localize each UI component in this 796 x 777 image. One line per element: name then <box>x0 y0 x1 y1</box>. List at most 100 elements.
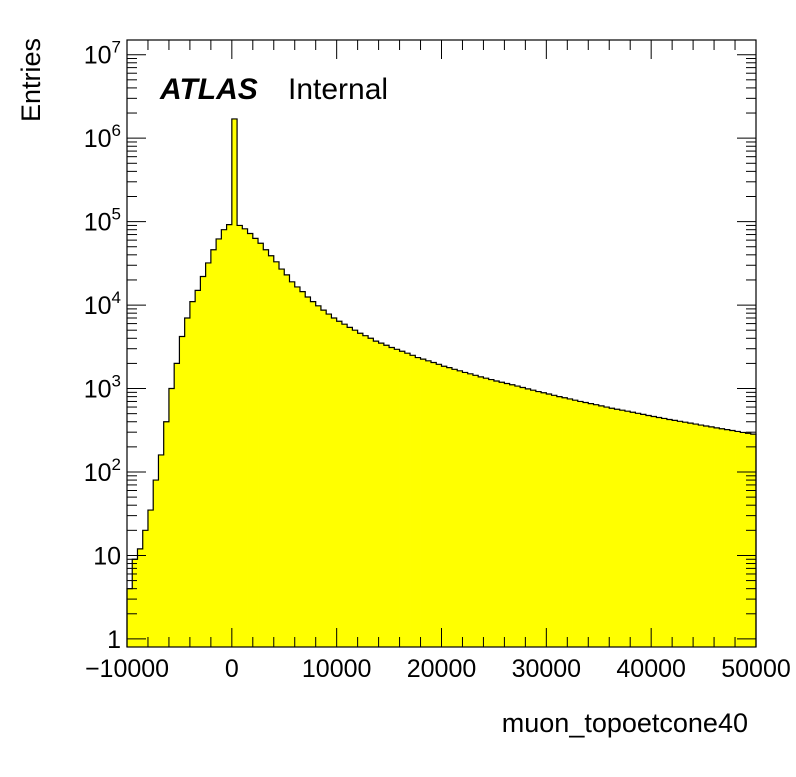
histogram-bin <box>378 343 385 647</box>
histogram-bin <box>268 255 275 647</box>
histogram-bin <box>174 363 180 647</box>
histogram-bin <box>583 402 589 647</box>
histogram-bin <box>341 324 348 647</box>
histogram-bin <box>163 421 170 647</box>
histogram-bin <box>504 383 511 647</box>
histogram-bin <box>698 425 704 647</box>
histogram-bin <box>410 355 416 647</box>
histogram-bin <box>158 454 165 647</box>
histogram-bin <box>724 429 731 647</box>
histogram-bin <box>237 225 243 647</box>
x-axis-title: muon_topoetcone40 <box>502 708 748 738</box>
atlas-label: ATLAS <box>159 73 258 106</box>
histogram-bin <box>624 411 631 647</box>
histogram-bin <box>640 414 647 647</box>
histogram-bin <box>331 318 338 647</box>
histogram-bin <box>729 430 736 647</box>
histogram-bin <box>525 388 532 647</box>
y-tick-base: 10 <box>84 459 112 487</box>
histogram-bin <box>168 388 175 647</box>
histogram-bin <box>520 387 526 647</box>
histogram-bin <box>551 395 558 647</box>
histogram-bin <box>703 425 710 647</box>
histogram-bin <box>556 396 563 647</box>
histogram-bin <box>320 310 327 647</box>
histogram-bin <box>666 419 673 647</box>
y-tick-label: 102 <box>84 455 121 487</box>
y-axis-title: Entries <box>16 38 46 122</box>
y-tick-base: 10 <box>84 292 112 320</box>
histogram-bin <box>399 351 406 647</box>
histogram-bin <box>593 404 600 647</box>
y-tick-base: 10 <box>84 376 112 404</box>
histogram-bin <box>457 370 463 647</box>
histogram-bin <box>462 372 469 647</box>
histogram-bin <box>284 274 290 647</box>
x-tick-label: 50000 <box>721 655 791 683</box>
x-tick-label: 30000 <box>512 655 582 683</box>
histogram-bin <box>153 480 159 647</box>
y-tick-label: 105 <box>84 205 121 237</box>
histogram-bin <box>472 375 479 647</box>
histogram-bin <box>603 407 610 647</box>
histogram-bin <box>483 378 490 647</box>
y-tick-label: 104 <box>84 288 121 320</box>
histogram-bin <box>619 410 626 647</box>
histogram-bin <box>127 588 133 647</box>
histogram-bin <box>200 276 207 647</box>
histogram-bin <box>299 291 306 647</box>
histogram-bin <box>415 357 421 647</box>
histogram-bin <box>630 412 636 647</box>
histogram-bin <box>347 327 353 647</box>
histogram-bin <box>305 296 311 647</box>
histogram-bin <box>336 321 343 647</box>
histogram-bin <box>195 290 201 647</box>
histogram-bin <box>132 559 138 647</box>
y-tick-exponent: 7 <box>112 38 121 57</box>
histogram-bin <box>258 243 264 647</box>
histogram-bin <box>740 432 746 647</box>
histogram-bin <box>252 238 259 648</box>
histogram-bin <box>609 408 615 647</box>
histogram-bin <box>357 333 364 647</box>
y-tick-base: 10 <box>93 542 121 570</box>
histogram-bin <box>362 335 369 647</box>
histogram-bin <box>231 118 238 647</box>
histogram-bin <box>562 397 568 647</box>
histogram-bin <box>279 269 285 647</box>
histogram-bin <box>708 426 715 647</box>
x-tick-label: 0 <box>225 655 239 683</box>
histogram-bin <box>189 301 196 647</box>
histogram-bin <box>677 421 684 647</box>
histogram-outline-layer <box>126 118 757 647</box>
histogram-bin <box>226 224 233 647</box>
histogram-bin <box>205 262 212 647</box>
histogram-bin <box>530 390 537 647</box>
histogram-bin <box>693 424 699 647</box>
histogram-bin <box>383 345 390 647</box>
histogram-bin <box>541 392 547 647</box>
y-tick-label: 103 <box>84 372 121 404</box>
histogram-bin <box>682 422 689 647</box>
histogram-bin <box>478 376 484 647</box>
histogram-bin <box>216 238 222 648</box>
y-tick-label: 10 <box>93 542 121 570</box>
histogram-bin <box>745 433 752 647</box>
histogram-bin <box>588 403 594 647</box>
x-tick-label: −10000 <box>85 655 169 683</box>
y-tick-exponent: 5 <box>112 205 121 224</box>
histogram-bin <box>645 415 652 647</box>
histogram-bin <box>598 405 605 647</box>
histogram-bin <box>687 423 694 647</box>
x-tick-label: 20000 <box>407 655 477 683</box>
histogram-bin <box>614 409 621 647</box>
histogram-bin <box>425 360 432 647</box>
histogram-bin <box>651 416 657 647</box>
histogram-bin <box>535 391 542 647</box>
histogram-bin <box>373 341 379 647</box>
histogram-bin <box>142 530 149 647</box>
histogram-bin <box>656 417 663 647</box>
histogram-bin <box>567 398 573 647</box>
